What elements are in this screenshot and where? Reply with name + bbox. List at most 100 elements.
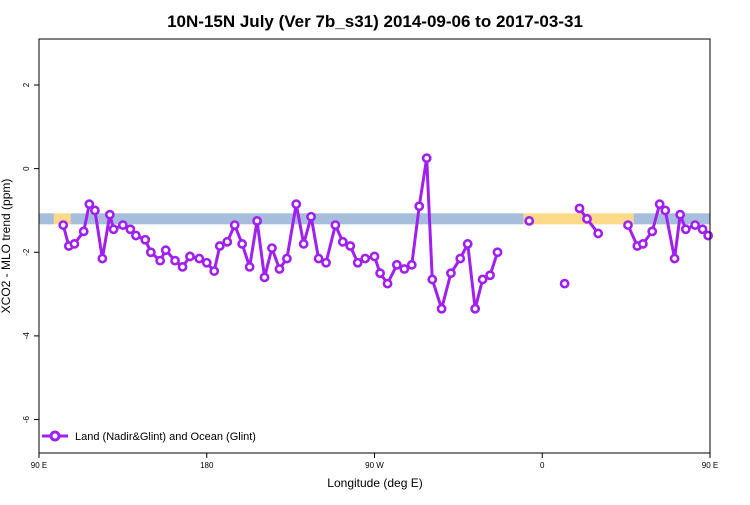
data-point [97,253,108,264]
x-tick-label: 90 E [702,461,718,470]
data-point [78,226,89,237]
data-point [267,243,277,253]
data-point [406,259,417,270]
x-tick-label: 180 [200,461,214,470]
data-point [274,264,285,274]
data-point [582,213,592,224]
data-point [360,253,371,264]
data-point [244,262,255,272]
data-point [703,230,714,241]
data-point [194,253,205,264]
data-point [697,224,708,235]
data-point [259,272,270,283]
y-tick-label: 2 [22,82,31,87]
data-point [145,247,156,258]
data-point [414,201,425,212]
data-point [125,224,136,235]
data-point [281,253,292,264]
data-point [427,274,438,285]
series-layer [58,153,714,314]
data-point [330,220,341,230]
data-point [421,153,432,164]
data-point [593,228,604,239]
data-point [214,241,225,251]
data-point [69,239,80,249]
plot-frame [38,38,711,454]
data-point [680,224,691,235]
data-point [675,209,686,220]
data-point [298,239,309,249]
data-point [117,220,128,230]
data-point [654,199,665,210]
data-point [462,239,473,249]
data-point [345,241,356,251]
data-point [690,220,700,230]
data-point [369,251,380,262]
data-point [492,247,503,258]
data-point [291,199,302,210]
band-segment-land [53,213,71,225]
data-point [185,251,195,262]
data-point [391,259,402,270]
data-point [90,205,100,216]
legend-marker-swatch [49,430,61,442]
y-axis: 2 0 -2 -4 -6 [22,82,39,423]
data-point [140,234,151,245]
y-tick-label: -6 [22,415,31,423]
data-point [399,264,410,274]
x-tick-label: 0 [540,461,545,470]
y-tick-label: -4 [22,332,31,340]
data-point [436,303,447,314]
data-point [574,203,585,214]
data-point [313,253,324,264]
data-point [108,224,119,235]
data-point [477,274,488,285]
data-point [131,230,141,241]
data-point [58,220,69,230]
legend-label: Land (Nadir&Glint) and Ocean (Glint) [75,431,256,443]
x-axis-title: Longitude (deg E) [327,476,422,490]
data-point [352,257,363,268]
data-point [455,253,466,264]
data-point [209,266,220,276]
data-point [306,211,317,222]
data-point [669,253,680,264]
data-point [229,220,240,230]
data-point [104,209,115,220]
surface-band [39,213,710,225]
data-point [170,255,180,266]
data-point [485,270,495,281]
band-segment-ocean [633,213,710,225]
x-tick-label: 90 W [365,461,384,470]
y-tick-label: -2 [22,248,31,256]
data-point [177,262,188,272]
band-segment-ocean [70,213,524,225]
data-point [382,278,393,289]
data-point [470,303,481,314]
data-point [524,216,535,226]
data-point [321,257,331,268]
data-point [160,245,171,256]
legend: Land (Nadir&Glint) and Ocean (Glint) [42,430,256,443]
data-point [559,278,570,289]
data-point [201,257,212,268]
x-tick-label: 90 E [31,461,47,470]
data-point [647,226,658,237]
data-point [623,220,633,230]
data-point [237,239,248,249]
data-point [155,255,166,266]
data-point [252,216,262,226]
data-point [660,205,671,216]
data-point [375,268,385,279]
x-axis: 90 E 180 90 W 0 90 E [31,453,718,470]
chart-title: 10N-15N July (Ver 7b_s31) 2014-09-06 to … [167,12,583,31]
band-segment-land [523,213,634,225]
data-point [638,239,648,249]
y-tick-label: 0 [22,166,31,171]
data-point [222,236,233,247]
data-point [337,236,348,247]
y-axis-title: XCO2 - MLO trend (ppm) [0,179,13,314]
data-point [446,268,456,279]
